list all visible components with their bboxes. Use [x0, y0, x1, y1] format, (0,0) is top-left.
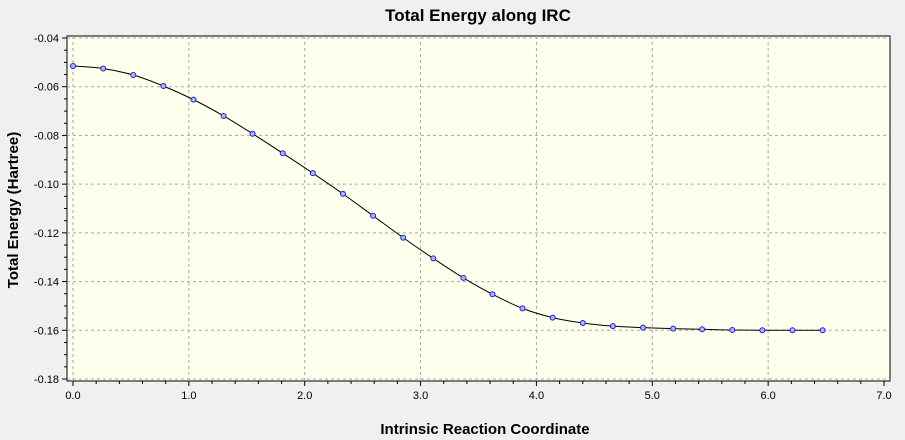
data-point — [640, 324, 647, 331]
y-tick-label: -0.16 — [34, 325, 59, 337]
data-point — [789, 327, 796, 334]
y-tick-label: -0.14 — [34, 277, 59, 289]
y-tick-label: -0.18 — [34, 374, 59, 386]
y-tick-label: -0.12 — [34, 228, 59, 240]
x-tick-label: 6.0 — [760, 390, 775, 402]
axis-ticks: 0.0 1.0 2.0 3.0 4.0 5.0 6.0 7.0 -0.04 -0.06 -0.08 -… — [34, 33, 892, 402]
x-tick-label: 5.0 — [645, 390, 660, 402]
data-point — [370, 212, 377, 219]
data-point — [819, 327, 826, 334]
y-tick-label: -0.10 — [34, 179, 59, 191]
data-point — [519, 305, 526, 312]
plot-area — [66, 35, 891, 382]
data-point — [430, 255, 437, 262]
chart-title: Total Energy along IRC — [385, 6, 571, 25]
data-point — [400, 234, 407, 241]
x-tick-label: 3.0 — [413, 390, 428, 402]
x-tick-label: 0.0 — [65, 390, 80, 402]
data-point — [279, 150, 286, 157]
series — [70, 63, 826, 334]
y-tick-label: -0.08 — [34, 130, 59, 142]
data-point — [579, 319, 586, 326]
data-point — [549, 314, 556, 321]
x-axis-label: Intrinsic Reaction Coordinate — [380, 421, 589, 438]
data-point — [609, 323, 616, 330]
data-point — [759, 327, 766, 334]
data-point — [130, 72, 137, 79]
x-tick-label: 7.0 — [876, 390, 891, 402]
data-point — [339, 190, 346, 197]
y-tick-label: -0.06 — [34, 82, 59, 94]
y-axis-label: Total Energy (Hartree) — [5, 132, 22, 288]
data-point — [489, 291, 496, 298]
data-point — [70, 63, 76, 70]
data-point — [190, 96, 197, 103]
data-point — [670, 325, 677, 332]
data-point — [460, 274, 467, 281]
data-point — [160, 82, 167, 89]
data-point — [309, 170, 316, 177]
y-tick-label: -0.04 — [34, 33, 59, 45]
data-point — [249, 130, 256, 137]
x-tick-label: 1.0 — [181, 390, 196, 402]
data-point — [220, 112, 227, 119]
x-tick-label: 4.0 — [529, 390, 544, 402]
data-point — [100, 65, 107, 72]
data-point — [729, 327, 736, 334]
data-point — [699, 326, 706, 333]
x-tick-label: 2.0 — [297, 390, 312, 402]
